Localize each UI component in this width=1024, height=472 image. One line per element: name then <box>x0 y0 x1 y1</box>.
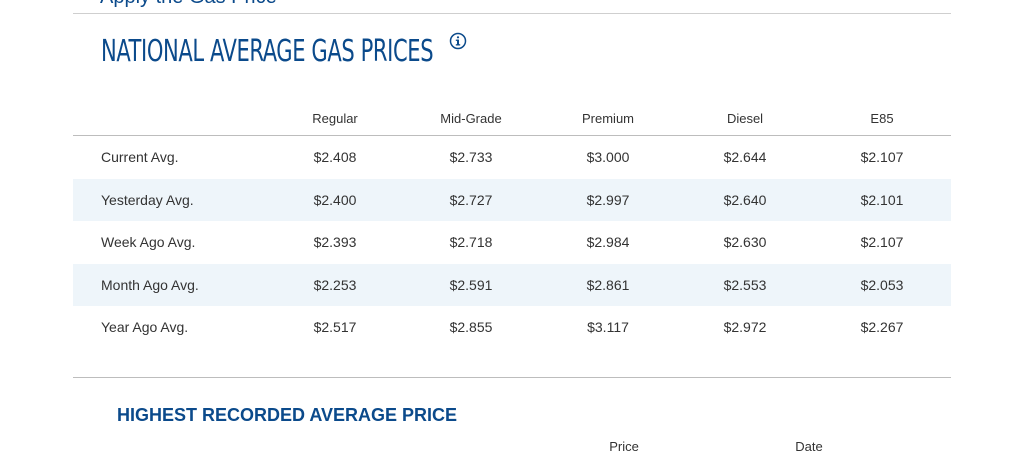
price-cell: $2.972 <box>723 319 767 335</box>
table-row: Yesterday Avg. $2.400 $2.727 $2.997 $2.6… <box>73 178 951 221</box>
price-cell: $2.644 <box>723 149 767 165</box>
table-header: Regular Mid-Grade Premium Diesel E85 <box>73 100 951 136</box>
column-header-premium: Premium <box>581 111 635 126</box>
price-cell: $3.000 <box>586 149 630 165</box>
price-cell: $2.253 <box>313 276 357 293</box>
row-label: Year Ago Avg. <box>101 319 189 335</box>
price-cell: $2.101 <box>860 191 904 208</box>
top-divider <box>73 13 951 14</box>
column-header-e85: E85 <box>870 111 894 126</box>
price-cell: $2.408 <box>313 149 357 165</box>
price-cell: $2.053 <box>860 276 904 293</box>
price-cell: $2.997 <box>586 191 630 208</box>
price-cell: $2.107 <box>860 149 904 165</box>
price-cell: $2.553 <box>723 276 767 293</box>
section-divider <box>73 377 951 378</box>
price-cell: $2.727 <box>449 191 493 208</box>
column-header-price: Price <box>609 439 639 454</box>
column-header-regular: Regular <box>312 111 358 126</box>
table-row: Current Avg. $2.408 $2.733 $3.000 $2.644… <box>73 136 951 179</box>
section-header: NATIONAL AVERAGE GAS PRICES <box>101 32 527 72</box>
highest-price-title: HIGHEST RECORDED AVERAGE PRICE <box>117 405 458 425</box>
price-cell: $2.855 <box>449 319 493 335</box>
price-cell: $3.117 <box>587 319 629 335</box>
partial-header-text: Apply the Gas Price <box>100 0 277 9</box>
row-label: Current Avg. <box>101 149 179 165</box>
table-row: Month Ago Avg. $2.253 $2.591 $2.861 $2.5… <box>73 263 951 306</box>
price-cell: $2.630 <box>723 234 767 250</box>
column-header-diesel: Diesel <box>726 111 764 126</box>
page-title: NATIONAL AVERAGE GAS PRICES <box>101 34 434 69</box>
row-label: Week Ago Avg. <box>101 234 196 250</box>
info-icon[interactable] <box>449 32 467 50</box>
column-header-date: Date <box>795 439 823 454</box>
price-cell: $2.861 <box>586 276 630 293</box>
table-row: Week Ago Avg. $2.393 $2.718 $2.984 $2.63… <box>73 221 951 264</box>
row-label: Yesterday Avg. <box>101 191 194 208</box>
row-label: Month Ago Avg. <box>101 276 199 293</box>
table-row: Year Ago Avg. $2.517 $2.855 $3.117 $2.97… <box>73 306 951 349</box>
price-cell: $2.107 <box>860 234 904 250</box>
price-cell: $2.640 <box>723 191 767 208</box>
price-cell: $2.718 <box>449 234 493 250</box>
price-cell: $2.733 <box>449 149 493 165</box>
price-cell: $2.393 <box>313 234 357 250</box>
price-cell: $2.517 <box>313 319 357 335</box>
price-cell: $2.984 <box>586 234 630 250</box>
price-cell: $2.400 <box>313 191 357 208</box>
price-cell: $2.267 <box>860 319 904 335</box>
price-cell: $2.591 <box>449 276 493 293</box>
column-header-mid-grade: Mid-Grade <box>440 111 502 126</box>
gas-prices-table: Regular Mid-Grade Premium Diesel E85 Cur… <box>73 100 951 349</box>
